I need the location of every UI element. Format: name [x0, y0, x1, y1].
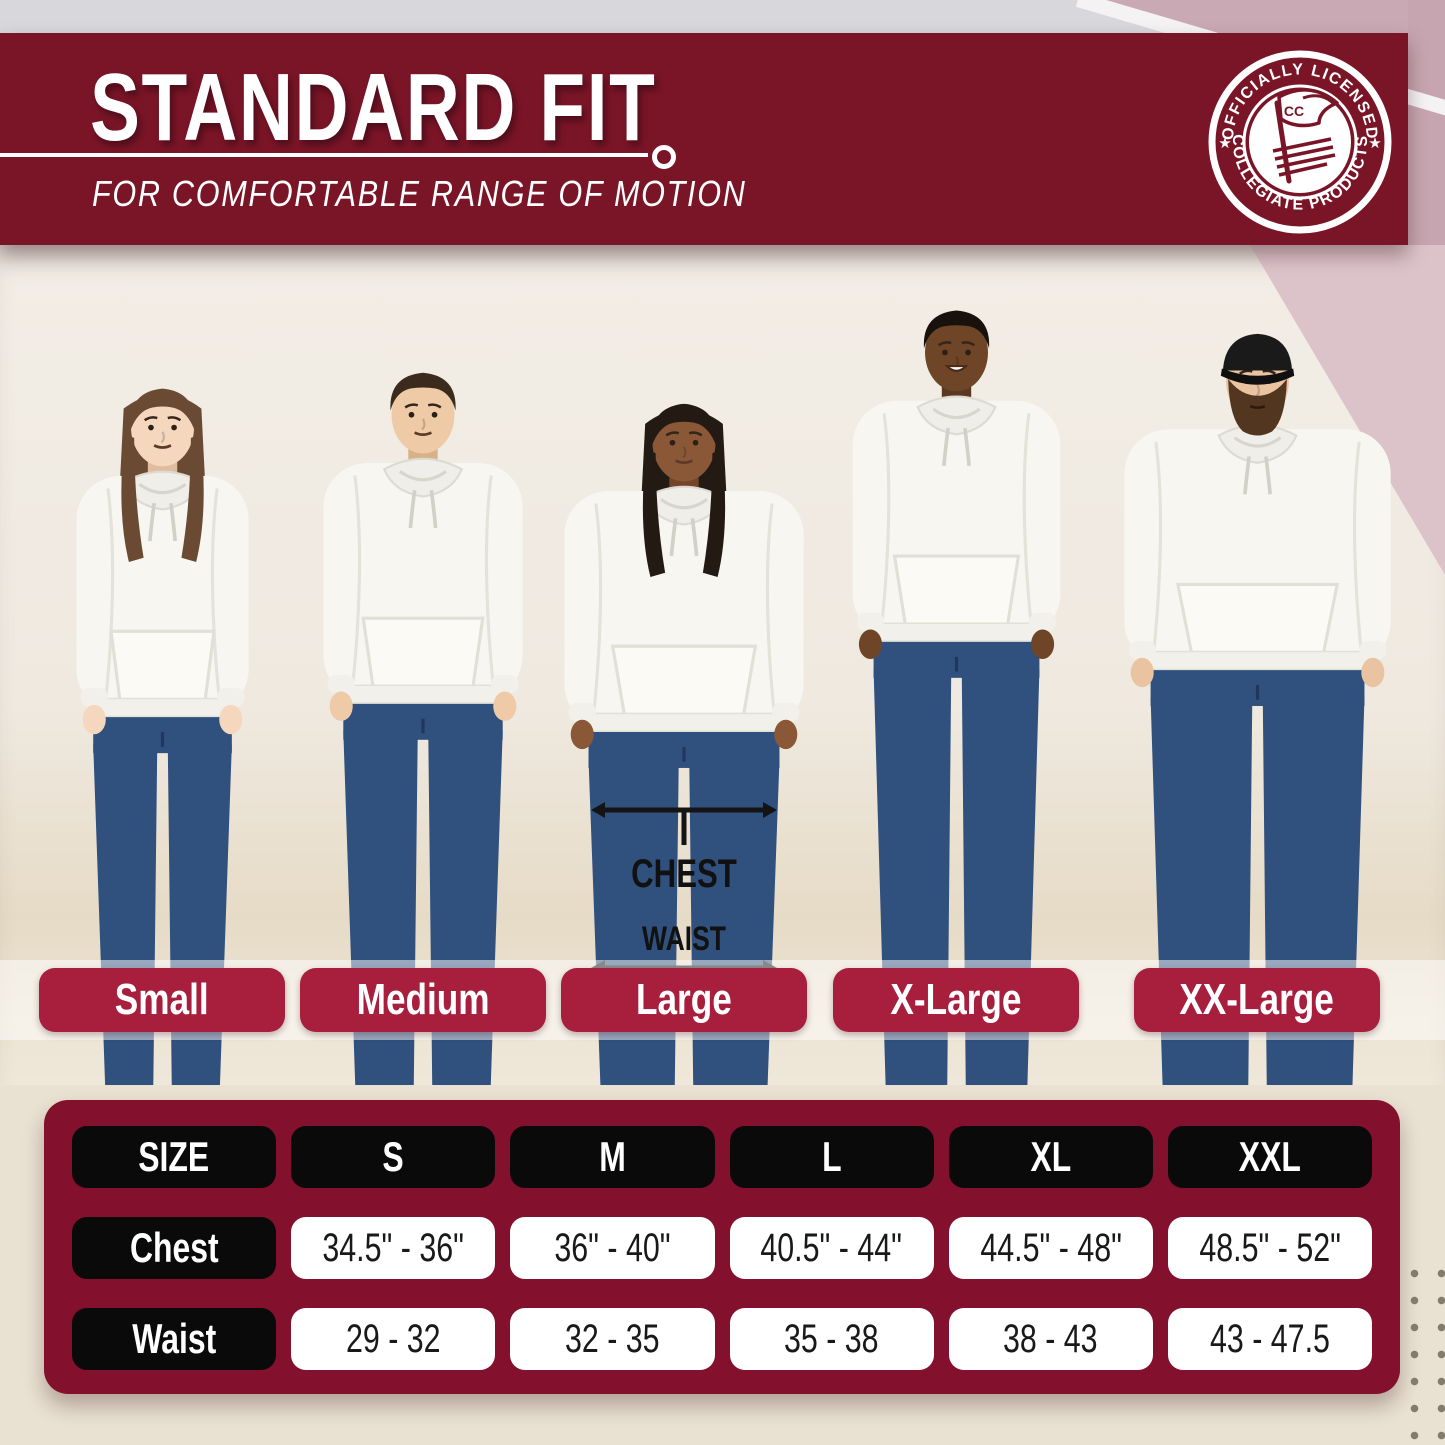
title-underline-ring — [652, 145, 676, 169]
table-header-xl: XL — [948, 1126, 1153, 1188]
size-label-x-large: X-Large — [833, 968, 1079, 1032]
table-cell-waist-l: 35 - 38 — [729, 1308, 934, 1370]
measurement-annotation: CHEST WAIST — [591, 802, 777, 976]
models-photo-stage: CHEST WAIST — [0, 245, 1445, 1085]
page-subtitle: FOR COMFORTABLE RANGE OF MOTION — [92, 173, 747, 214]
model-photo-large — [556, 390, 812, 1085]
table-header-size: SIZE — [72, 1126, 277, 1188]
table-header-xxl: XXL — [1167, 1126, 1372, 1188]
table-cell-chest-m: 36" - 40" — [510, 1217, 715, 1279]
table-header-m: M — [510, 1126, 715, 1188]
badge-star-right-icon: ★ — [1368, 135, 1381, 152]
badge-star-left-icon: ★ — [1218, 135, 1231, 152]
page-title: STANDARD FIT — [90, 54, 657, 161]
table-cell-waist-xxl: 43 - 47.5 — [1167, 1308, 1372, 1370]
size-label-medium: Medium — [300, 968, 546, 1032]
badge-monogram: CC — [1284, 103, 1304, 119]
size-label-large: Large — [561, 968, 807, 1032]
size-label-small: Small — [39, 968, 285, 1032]
waist-label: WAIST — [642, 920, 726, 958]
table-cell-waist-s: 29 - 32 — [291, 1308, 496, 1370]
table-cell-chest-l: 40.5" - 44" — [729, 1217, 934, 1279]
table-cell-chest-s: 34.5" - 36" — [291, 1217, 496, 1279]
badge-outer-ring — [1208, 50, 1392, 234]
dot-grid-decoration — [1395, 1258, 1445, 1445]
size-label-xx-large: XX-Large — [1134, 968, 1380, 1032]
officially-licensed-badge: OFFICIALLY LICENSED COLLEGIATE PRODUCTS … — [1208, 50, 1392, 234]
title-underline — [0, 153, 648, 157]
badge-inner-ring — [1242, 84, 1358, 200]
badge-pennant-icon: CC — [1272, 88, 1339, 184]
chest-measure-arrow — [591, 802, 777, 845]
size-table: SIZE S M L XL XXL Chest 34.5" - 36" 36" … — [44, 1100, 1400, 1394]
table-row-label-waist: Waist — [72, 1308, 277, 1370]
badge-disc — [1249, 91, 1351, 193]
table-cell-chest-xl: 44.5" - 48" — [948, 1217, 1153, 1279]
table-cell-chest-xxl: 48.5" - 52" — [1167, 1217, 1372, 1279]
table-header-l: L — [729, 1126, 934, 1188]
table-cell-waist-m: 32 - 35 — [510, 1308, 715, 1370]
corner-accent-sliver — [1408, 0, 1445, 245]
table-row-label-chest: Chest — [72, 1217, 277, 1279]
header-band: STANDARD FIT FOR COMFORTABLE RANGE OF MO… — [0, 33, 1408, 245]
bottom-section: SIZE S M L XL XXL Chest 34.5" - 36" 36" … — [0, 1085, 1445, 1445]
table-cell-waist-xl: 38 - 43 — [948, 1308, 1153, 1370]
table-header-s: S — [291, 1126, 496, 1188]
chest-label: CHEST — [631, 851, 737, 896]
